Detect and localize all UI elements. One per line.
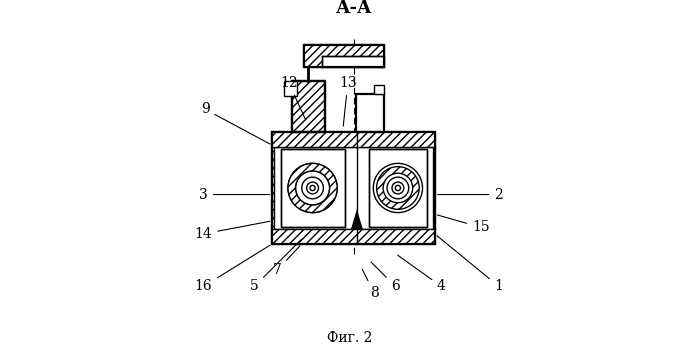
Bar [369,149,426,228]
Bar [322,45,384,56]
Bar [280,149,345,228]
Bar [292,81,325,132]
Text: 6: 6 [371,262,400,293]
Text: Фиг. 2: Фиг. 2 [327,332,372,346]
Text: 14: 14 [194,221,270,241]
Bar [303,45,384,67]
Text: 15: 15 [438,215,489,234]
Bar [274,147,433,229]
Text: А-А: А-А [336,0,373,17]
Text: 8: 8 [362,269,378,300]
Bar [322,56,384,67]
Bar [280,149,345,228]
Bar [292,81,325,132]
Text: 12: 12 [280,76,305,120]
Bar [273,229,435,244]
Bar [284,81,297,96]
Bar [356,94,384,132]
Text: 9: 9 [201,102,270,144]
Bar [303,45,384,67]
Text: 5: 5 [250,239,301,293]
Circle shape [288,163,337,213]
Polygon shape [351,209,363,229]
Text: 13: 13 [339,76,356,126]
Text: 4: 4 [398,255,446,293]
Bar [273,132,435,147]
Text: 16: 16 [194,245,270,293]
Text: 2: 2 [438,188,503,202]
Circle shape [377,167,419,209]
Text: 7: 7 [273,246,300,277]
Bar [273,132,435,244]
Bar [369,149,426,228]
Bar [369,149,426,228]
Bar [374,85,384,94]
Text: 1: 1 [437,236,503,293]
Bar [273,132,435,244]
Bar [280,149,345,228]
Bar [303,45,322,67]
Text: 3: 3 [199,188,270,202]
